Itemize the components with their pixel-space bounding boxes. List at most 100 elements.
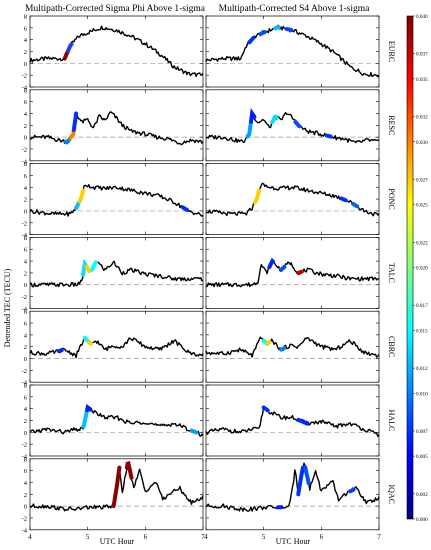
highlight-segment — [56, 348, 64, 353]
highlight-segment — [86, 340, 94, 346]
highlight-segment — [265, 340, 272, 346]
highlight-segment — [296, 465, 305, 497]
y-tick-label: -2 — [22, 294, 27, 301]
colorbar-tick-label: 0.022 — [416, 240, 428, 246]
highlight-segment — [267, 257, 275, 269]
panel-frame — [29, 163, 204, 235]
colorbar-tick-label: 0.015 — [416, 328, 428, 334]
colorbar-tick-label: 0.017 — [416, 303, 428, 309]
highlight-segment — [270, 114, 279, 125]
y-tick-label: 6 — [24, 394, 28, 401]
colorbar-tick-label: 0.032 — [416, 115, 428, 121]
x-tick-label: 4 — [204, 533, 208, 541]
highlight-segment — [351, 201, 360, 209]
colorbar-tick-label: 0.037 — [416, 52, 428, 58]
y-tick-label: 2 — [24, 418, 27, 425]
colorbar-tick-label: 0.027 — [416, 177, 428, 183]
colorbar-tick-label: 0.025 — [416, 203, 428, 209]
panel-frame — [205, 458, 380, 531]
highlight-segment — [296, 269, 304, 275]
highlight-segment — [90, 260, 98, 272]
y-tick-label: 4 — [24, 259, 28, 266]
panel — [205, 163, 380, 235]
panel: -4 -2 0 2 4 6 8 — [22, 235, 204, 313]
y-tick-label: -2 — [22, 368, 27, 375]
y-tick-label: 0 — [24, 208, 27, 215]
y-tick-label: 4 — [24, 111, 28, 118]
panel — [205, 237, 380, 309]
highlight-segment — [253, 188, 262, 205]
panel-frame — [205, 89, 380, 162]
y-tick-label: 0 — [24, 430, 27, 437]
highlight-segment — [68, 128, 76, 140]
station-label: EURC — [387, 41, 396, 62]
panel-frame — [205, 384, 380, 457]
panel-frame — [29, 89, 204, 162]
x-tick-label: 6 — [144, 533, 148, 541]
colorbar-tick-label: 0.007 — [416, 429, 428, 435]
y-tick-label: 4 — [24, 480, 28, 487]
highlight-segment — [258, 30, 267, 36]
y-tick-label: 4 — [24, 332, 28, 339]
x-tick-label: 4 — [28, 533, 32, 541]
highlight-segment — [245, 119, 253, 139]
y-tick-label: -2 — [22, 442, 27, 449]
highlight-segment — [71, 111, 79, 132]
y-tick-label: 2 — [24, 197, 27, 204]
x-tick-label: 7 — [201, 533, 205, 541]
panels: EURC -4 -2 0 2 4 6 8 RESC -4 -2 0 2 4 6 8 PONC -4 -2 0 2 4 6 8 T… — [22, 14, 396, 541]
y-tick-label: -4 — [22, 527, 28, 534]
highlight-segment — [284, 27, 294, 32]
tec-curve — [29, 405, 204, 437]
tec-curve — [205, 111, 380, 144]
colorbar-bar — [406, 15, 414, 520]
highlight-segment — [325, 133, 333, 139]
panel: 4 5 6 7 — [204, 458, 381, 541]
colorbar-tick-label: 0.012 — [416, 366, 428, 372]
tec-curve — [29, 337, 204, 359]
y-tick-label: -2 — [22, 515, 27, 522]
panel-frame — [205, 310, 380, 383]
highlight-segment — [303, 465, 311, 486]
y-tick-label: -2 — [22, 220, 27, 227]
station-label: RESC — [387, 115, 396, 135]
y-tick-label: 8 — [24, 161, 27, 168]
y-tick-label: -4 — [22, 380, 28, 387]
tec-curve — [29, 25, 204, 77]
colorbar: 0.040 0.037 0.035 0.032 0.030 0.027 0.025 0.022… — [406, 14, 428, 523]
highlight-segment — [247, 36, 256, 45]
colorbar-tick-label: 0.040 — [416, 14, 428, 20]
tec-curve — [29, 260, 204, 288]
station-label: IQAC — [387, 485, 396, 505]
colorbar-tick-label: 0.010 — [416, 391, 428, 397]
y-tick-label: 4 — [24, 185, 28, 192]
x-tick-label: 6 — [320, 533, 324, 541]
station-label: CBRC — [387, 336, 396, 357]
y-tick-label: 6 — [24, 173, 28, 180]
colorbar-tick-label: 0.000 — [416, 517, 428, 523]
panel: -4 -2 0 2 4 6 8 — [22, 87, 204, 165]
y-tick-label: 4 — [24, 406, 28, 413]
highlight-segment — [77, 188, 86, 204]
highlight-segment — [296, 417, 304, 424]
y-tick-label: 2 — [24, 49, 27, 56]
highlight-segment — [124, 461, 134, 480]
station-label: TALC — [387, 263, 396, 283]
panel — [205, 15, 380, 88]
y-tick-label: -4 — [22, 232, 28, 239]
x-tick-label: 7 — [377, 533, 381, 541]
highlight-segment — [81, 408, 90, 429]
tec-curve — [205, 405, 380, 437]
colorbar-tick-label: 0.020 — [416, 266, 428, 272]
x-tick-label: 5 — [262, 533, 266, 541]
y-axis-label: Detrended TEC (TECU) — [3, 268, 12, 347]
colorbar-tick-label: 0.005 — [416, 454, 428, 460]
panel-frame — [205, 163, 380, 235]
tec-curve — [205, 260, 380, 288]
colorbar-tick-label: 0.002 — [416, 492, 428, 498]
panel: -4 -2 0 2 4 6 8 — [22, 14, 204, 92]
y-tick-label: -2 — [22, 73, 27, 80]
x-axis-label-right: UTC Hour — [276, 537, 311, 546]
highlight-segment — [111, 465, 122, 509]
